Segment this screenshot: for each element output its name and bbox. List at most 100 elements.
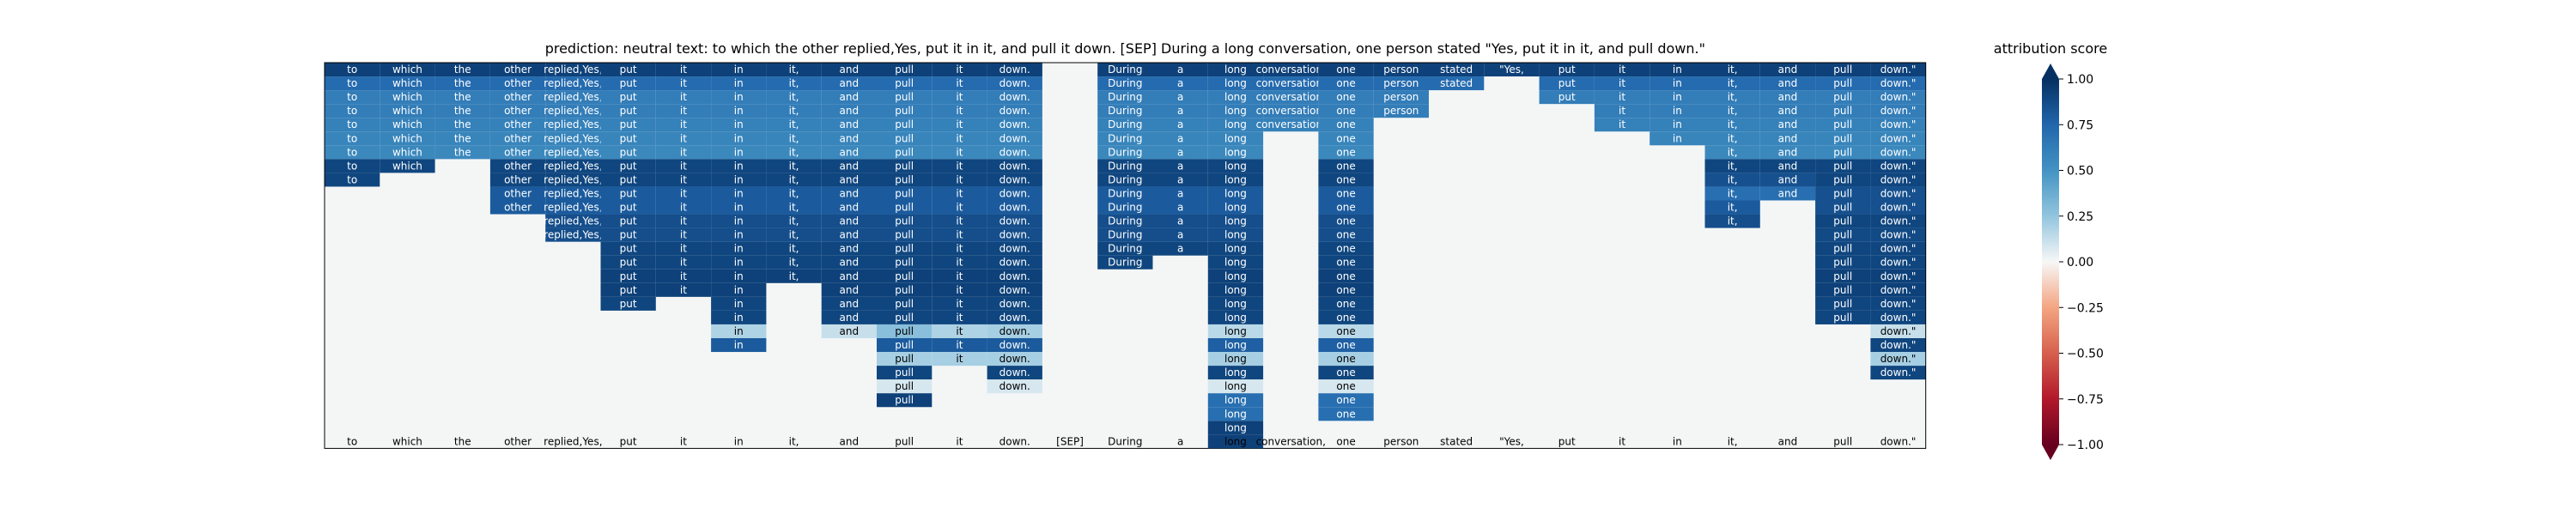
cell-label: a (1177, 91, 1183, 103)
cell-label: to (347, 105, 357, 117)
cell-label: a (1177, 105, 1183, 117)
heatmap-cell (1649, 104, 1705, 118)
cell-label: replied,Yes, (544, 187, 602, 199)
heatmap-cell (1097, 131, 1153, 146)
cell-label: put (620, 132, 637, 144)
heatmap-cell (545, 186, 601, 201)
cell-label: long (1224, 380, 1247, 392)
heatmap-cell (1815, 310, 1871, 324)
heatmap-cell (1318, 324, 1374, 338)
cell-label: to (347, 77, 357, 89)
cell-label: put (620, 270, 637, 282)
heatmap-cell (932, 173, 987, 187)
heatmap-cell (1815, 241, 1871, 256)
heatmap-cell (600, 214, 656, 228)
cell-label: put (1558, 77, 1576, 89)
cell-label: other (504, 202, 532, 214)
heatmap-cell (877, 352, 933, 367)
cell-label: it, (789, 215, 799, 227)
heatmap-cell (711, 227, 767, 242)
heatmap-cell (1815, 104, 1871, 118)
heatmap-cell (380, 145, 435, 160)
x-tick-label: in (734, 435, 744, 447)
cell-label: it, (1728, 146, 1738, 158)
cell-label: down. (999, 215, 1030, 227)
cell-label: it (680, 229, 687, 241)
heatmap-cell (434, 76, 490, 91)
heatmap-cell (655, 63, 712, 77)
cell-label: person (1383, 77, 1419, 89)
cell-label: replied,Yes, (544, 132, 602, 144)
heatmap-cell (1815, 118, 1871, 132)
cell-label: a (1177, 160, 1183, 172)
cell-label: long (1224, 160, 1247, 172)
heatmap-cell (932, 90, 987, 105)
heatmap-cell (1704, 118, 1760, 132)
heatmap-cell (655, 186, 712, 201)
cell-label: a (1177, 229, 1183, 241)
cell-label: it (956, 339, 963, 351)
heatmap-cell (1704, 104, 1760, 118)
heatmap-cell (1649, 76, 1705, 91)
cell-label: it (956, 312, 963, 324)
x-tick-label: one (1336, 435, 1355, 447)
heatmap-cell (932, 186, 987, 201)
cell-label: pull (1833, 64, 1852, 76)
cell-label: pull (895, 380, 914, 392)
heatmap-cell (1207, 214, 1264, 228)
heatmap-cell (877, 63, 933, 77)
cell-label: down." (1880, 325, 1917, 337)
cell-label: one (1336, 105, 1355, 117)
heatmap-cell (1207, 76, 1264, 91)
heatmap-cell (600, 76, 656, 91)
cell-label: it, (1728, 118, 1738, 130)
heatmap-cell (1207, 118, 1264, 132)
cell-label: pull (1833, 229, 1852, 241)
cell-label: replied,Yes, (544, 77, 602, 89)
colorbar-ticks: 1.00 0.75 0.50 0.25 0.00 −0.25 −0.50 −0.75 −1.00 (2059, 73, 2104, 452)
cell-label: it (1619, 77, 1625, 89)
heatmap-cell (877, 104, 933, 118)
heatmap-cell (1207, 255, 1264, 270)
heatmap-cell (987, 63, 1042, 77)
heatmap-cell (545, 63, 601, 77)
cell-label: long (1224, 77, 1247, 89)
heatmap-cell (1097, 118, 1153, 132)
cell-label: pull (1833, 160, 1852, 172)
heatmap-cell (600, 200, 656, 215)
heatmap-cell (1870, 76, 1926, 91)
heatmap-cell (987, 90, 1042, 105)
cell-label: long (1224, 325, 1247, 337)
cell-label: a (1177, 64, 1183, 76)
heatmap-cell (987, 269, 1042, 283)
cell-label: down." (1880, 229, 1917, 241)
x-tick-label: person (1383, 435, 1419, 447)
heatmap-cell (655, 118, 712, 132)
heatmap-cell (821, 131, 877, 146)
cell-label: pull (895, 243, 914, 255)
heatmap-cell (1594, 90, 1650, 105)
heatmap-cell (1207, 63, 1264, 77)
cell-label: to (347, 132, 357, 144)
cell-label: in (1673, 105, 1682, 117)
heatmap-cell (489, 104, 546, 118)
cell-label: and (840, 105, 860, 117)
heatmap-cell (1152, 200, 1208, 215)
cell-label: it, (1728, 91, 1738, 103)
cell-label: down. (999, 270, 1030, 282)
heatmap-cell (545, 159, 601, 173)
cell-label: down." (1880, 105, 1917, 117)
cell-label: long (1224, 421, 1247, 433)
cell-label: it, (789, 270, 799, 282)
heatmap-cell (1594, 118, 1650, 132)
cell-label: it, (1728, 215, 1738, 227)
cell-label: other (504, 160, 532, 172)
cell-label: one (1336, 257, 1355, 269)
heatmap-cell (987, 255, 1042, 270)
cell-label: long (1224, 298, 1247, 310)
heatmap-cell (1759, 118, 1816, 132)
cell-label: down. (999, 91, 1030, 103)
heatmap-cell (1207, 90, 1264, 105)
heatmap-cell (1704, 131, 1760, 146)
heatmap-cell (1263, 118, 1319, 132)
